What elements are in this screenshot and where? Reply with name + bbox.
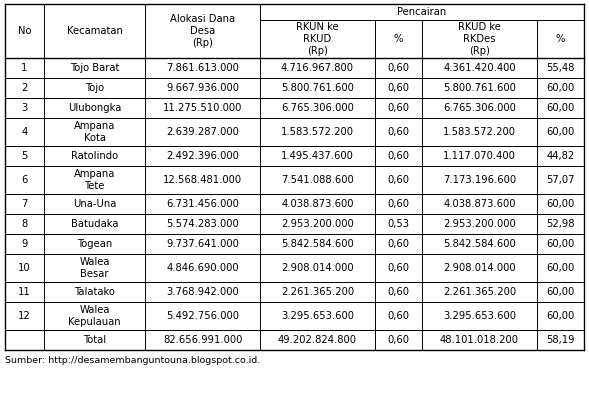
Text: Batudaka: Batudaka: [71, 219, 118, 229]
Text: 2.908.014.000: 2.908.014.000: [281, 263, 354, 273]
Text: 4.361.420.400: 4.361.420.400: [443, 63, 516, 73]
Text: 7.541.088.600: 7.541.088.600: [281, 175, 354, 185]
Text: 2: 2: [21, 83, 28, 93]
Text: 60,00: 60,00: [547, 263, 575, 273]
Text: 6.765.306.000: 6.765.306.000: [443, 103, 516, 113]
Text: 1.495.437.600: 1.495.437.600: [281, 151, 354, 161]
Text: 48.101.018.200: 48.101.018.200: [440, 335, 519, 345]
Text: 58,19: 58,19: [546, 335, 575, 345]
Text: RKUD ke
RKDes
(Rp): RKUD ke RKDes (Rp): [458, 22, 501, 56]
Text: RKUN ke
RKUD
(Rp): RKUN ke RKUD (Rp): [296, 22, 339, 56]
Text: 0,60: 0,60: [388, 287, 409, 297]
Text: 3.295.653.600: 3.295.653.600: [443, 311, 516, 321]
Text: 5.574.283.000: 5.574.283.000: [166, 219, 239, 229]
Text: 3: 3: [21, 103, 28, 113]
Text: 60,00: 60,00: [547, 103, 575, 113]
Text: 52,98: 52,98: [546, 219, 575, 229]
Text: 2.261.365.200: 2.261.365.200: [443, 287, 516, 297]
Text: 4.846.690.000: 4.846.690.000: [166, 263, 239, 273]
Text: 1: 1: [21, 63, 28, 73]
Text: 7: 7: [21, 199, 28, 209]
Text: 0,60: 0,60: [388, 263, 409, 273]
Text: 60,00: 60,00: [547, 127, 575, 137]
Text: 9: 9: [21, 239, 28, 249]
Text: 0,53: 0,53: [388, 219, 409, 229]
Text: 5.800.761.600: 5.800.761.600: [443, 83, 516, 93]
Text: Ampana
Kota: Ampana Kota: [74, 121, 115, 143]
Text: Total: Total: [83, 335, 106, 345]
Text: 60,00: 60,00: [547, 311, 575, 321]
Text: Togean: Togean: [77, 239, 112, 249]
Text: 0,60: 0,60: [388, 311, 409, 321]
Text: %: %: [394, 34, 403, 44]
Text: 0,60: 0,60: [388, 199, 409, 209]
Text: 4: 4: [21, 127, 28, 137]
Text: Walea
Besar: Walea Besar: [80, 257, 110, 279]
Text: 60,00: 60,00: [547, 199, 575, 209]
Text: 7.861.613.000: 7.861.613.000: [166, 63, 239, 73]
Text: 55,48: 55,48: [546, 63, 575, 73]
Text: 10: 10: [18, 263, 31, 273]
Text: Ratolindo: Ratolindo: [71, 151, 118, 161]
Text: 11: 11: [18, 287, 31, 297]
Text: 12: 12: [18, 311, 31, 321]
Text: Pencairan: Pencairan: [398, 7, 446, 17]
Text: 1.117.070.400: 1.117.070.400: [443, 151, 516, 161]
Text: 2.492.396.000: 2.492.396.000: [166, 151, 239, 161]
Text: 82.656.991.000: 82.656.991.000: [163, 335, 242, 345]
Text: 2.261.365.200: 2.261.365.200: [281, 287, 354, 297]
Text: 60,00: 60,00: [547, 239, 575, 249]
Text: 2.953.200.000: 2.953.200.000: [281, 219, 354, 229]
Text: 5.800.761.600: 5.800.761.600: [281, 83, 354, 93]
Text: 60,00: 60,00: [547, 287, 575, 297]
Text: Tojo Barat: Tojo Barat: [70, 63, 120, 73]
Text: 5: 5: [21, 151, 28, 161]
Text: 6: 6: [21, 175, 28, 185]
Text: 0,60: 0,60: [388, 335, 409, 345]
Text: 5.492.756.000: 5.492.756.000: [166, 311, 239, 321]
Text: Alokasi Dana
Desa
(Rp): Alokasi Dana Desa (Rp): [170, 15, 235, 48]
Text: 57,07: 57,07: [546, 175, 575, 185]
Text: Kecamatan: Kecamatan: [67, 26, 123, 36]
Text: 0,60: 0,60: [388, 127, 409, 137]
Text: 2.953.200.000: 2.953.200.000: [443, 219, 516, 229]
Text: 0,60: 0,60: [388, 239, 409, 249]
Text: 4.716.967.800: 4.716.967.800: [281, 63, 354, 73]
Text: 3.768.942.000: 3.768.942.000: [166, 287, 239, 297]
Text: 5.842.584.600: 5.842.584.600: [281, 239, 354, 249]
Text: 6.765.306.000: 6.765.306.000: [281, 103, 354, 113]
Text: No: No: [18, 26, 31, 36]
Text: %: %: [556, 34, 565, 44]
Text: 2.639.287.000: 2.639.287.000: [166, 127, 239, 137]
Text: 9.737.641.000: 9.737.641.000: [166, 239, 239, 249]
Text: 5.842.584.600: 5.842.584.600: [443, 239, 516, 249]
Text: 4.038.873.600: 4.038.873.600: [281, 199, 354, 209]
Text: 9.667.936.000: 9.667.936.000: [166, 83, 239, 93]
Text: 7.173.196.600: 7.173.196.600: [443, 175, 516, 185]
Text: 11.275.510.000: 11.275.510.000: [163, 103, 242, 113]
Text: 2.908.014.000: 2.908.014.000: [443, 263, 516, 273]
Text: Talatako: Talatako: [74, 287, 115, 297]
Text: 6.731.456.000: 6.731.456.000: [166, 199, 239, 209]
Text: Tojo: Tojo: [85, 83, 104, 93]
Text: Una-Una: Una-Una: [73, 199, 116, 209]
Text: 44,82: 44,82: [547, 151, 575, 161]
Text: 60,00: 60,00: [547, 83, 575, 93]
Text: 49.202.824.800: 49.202.824.800: [278, 335, 357, 345]
Text: 0,60: 0,60: [388, 175, 409, 185]
Text: Walea
Kepulauan: Walea Kepulauan: [68, 305, 121, 327]
Text: 0,60: 0,60: [388, 103, 409, 113]
Text: 12.568.481.000: 12.568.481.000: [163, 175, 242, 185]
Text: 8: 8: [21, 219, 28, 229]
Text: 0,60: 0,60: [388, 151, 409, 161]
Text: Ampana
Tete: Ampana Tete: [74, 169, 115, 191]
Text: Sumber: http://desamembanguntouna.blogspot.co.id.: Sumber: http://desamembanguntouna.blogsp…: [5, 356, 260, 365]
Text: 0,60: 0,60: [388, 83, 409, 93]
Text: 4.038.873.600: 4.038.873.600: [443, 199, 516, 209]
Text: 0,60: 0,60: [388, 63, 409, 73]
Text: 1.583.572.200: 1.583.572.200: [281, 127, 354, 137]
Text: Ulubongka: Ulubongka: [68, 103, 121, 113]
Text: 1.583.572.200: 1.583.572.200: [443, 127, 516, 137]
Text: 3.295.653.600: 3.295.653.600: [281, 311, 354, 321]
